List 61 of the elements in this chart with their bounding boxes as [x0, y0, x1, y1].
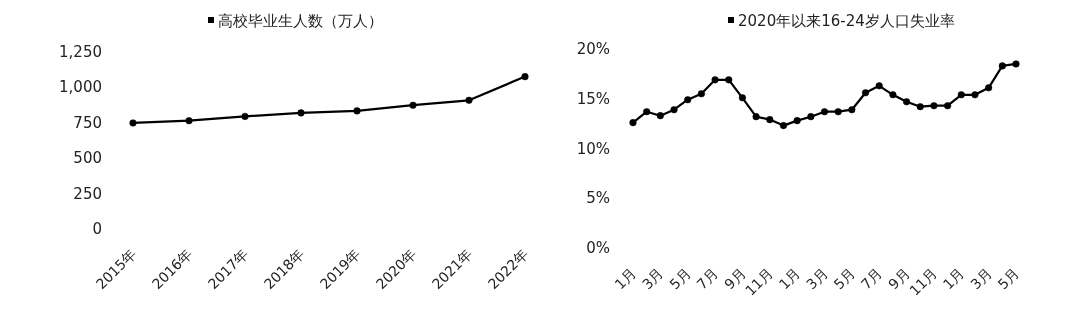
- point: [465, 96, 473, 104]
- point: [779, 122, 788, 130]
- x-tick-label: 5月: [666, 264, 694, 293]
- x-tick-label: 3月: [638, 264, 667, 293]
- point: [971, 91, 979, 99]
- point: [957, 91, 965, 99]
- point: [930, 102, 938, 110]
- point: [820, 108, 829, 116]
- point: [241, 112, 249, 120]
- point: [875, 82, 883, 90]
- point: [697, 90, 705, 98]
- point: [944, 102, 952, 110]
- x-tick-label: 7月: [857, 264, 886, 293]
- point: [1012, 60, 1020, 68]
- x-tick-label: 3月: [967, 264, 995, 293]
- x-tick-label: 5月: [994, 264, 1023, 293]
- y-tick-label: 750: [73, 113, 102, 132]
- y-tick-label: 0%: [586, 239, 610, 257]
- y-tick-label: 500: [73, 149, 102, 168]
- x-tick-label: 3月: [803, 264, 831, 293]
- point: [656, 112, 664, 120]
- point: [129, 119, 137, 127]
- point: [834, 108, 842, 116]
- x-tick-label: 5月: [830, 264, 858, 293]
- x-tick-label: 1月: [775, 264, 804, 293]
- point: [807, 113, 815, 121]
- point: [861, 89, 870, 97]
- legend-label: 2020年以来16-24岁人口失业率: [738, 12, 955, 30]
- point: [793, 117, 801, 125]
- point: [903, 98, 911, 106]
- point: [643, 108, 651, 116]
- point: [409, 101, 417, 109]
- point: [889, 91, 897, 99]
- point: [670, 106, 678, 114]
- legend-label: 高校毕业生人数（万人）: [218, 12, 383, 30]
- y-tick-label: 20%: [576, 40, 610, 58]
- y-tick-label: 1,250: [59, 43, 102, 61]
- point: [684, 96, 692, 104]
- point: [353, 107, 361, 115]
- y-tick-label: 1,000: [59, 78, 102, 97]
- y-tick-label: 250: [73, 184, 102, 203]
- point: [185, 117, 193, 125]
- point: [998, 62, 1006, 70]
- point: [738, 94, 746, 102]
- point: [766, 116, 774, 124]
- point: [711, 76, 719, 84]
- point: [629, 119, 637, 127]
- point: [916, 103, 924, 111]
- y-tick-label: 10%: [576, 139, 610, 158]
- y-tick-label: 0: [92, 220, 102, 238]
- point: [985, 84, 993, 92]
- point: [848, 106, 856, 114]
- x-tick-label: 7月: [693, 264, 722, 293]
- y-tick-label: 5%: [586, 189, 610, 208]
- x-tick-label: 1月: [611, 264, 640, 293]
- point: [752, 113, 760, 121]
- point: [521, 73, 529, 81]
- x-tick-label: 1月: [939, 264, 968, 293]
- y-tick-label: 15%: [576, 89, 610, 108]
- point: [725, 76, 733, 84]
- point: [297, 109, 305, 117]
